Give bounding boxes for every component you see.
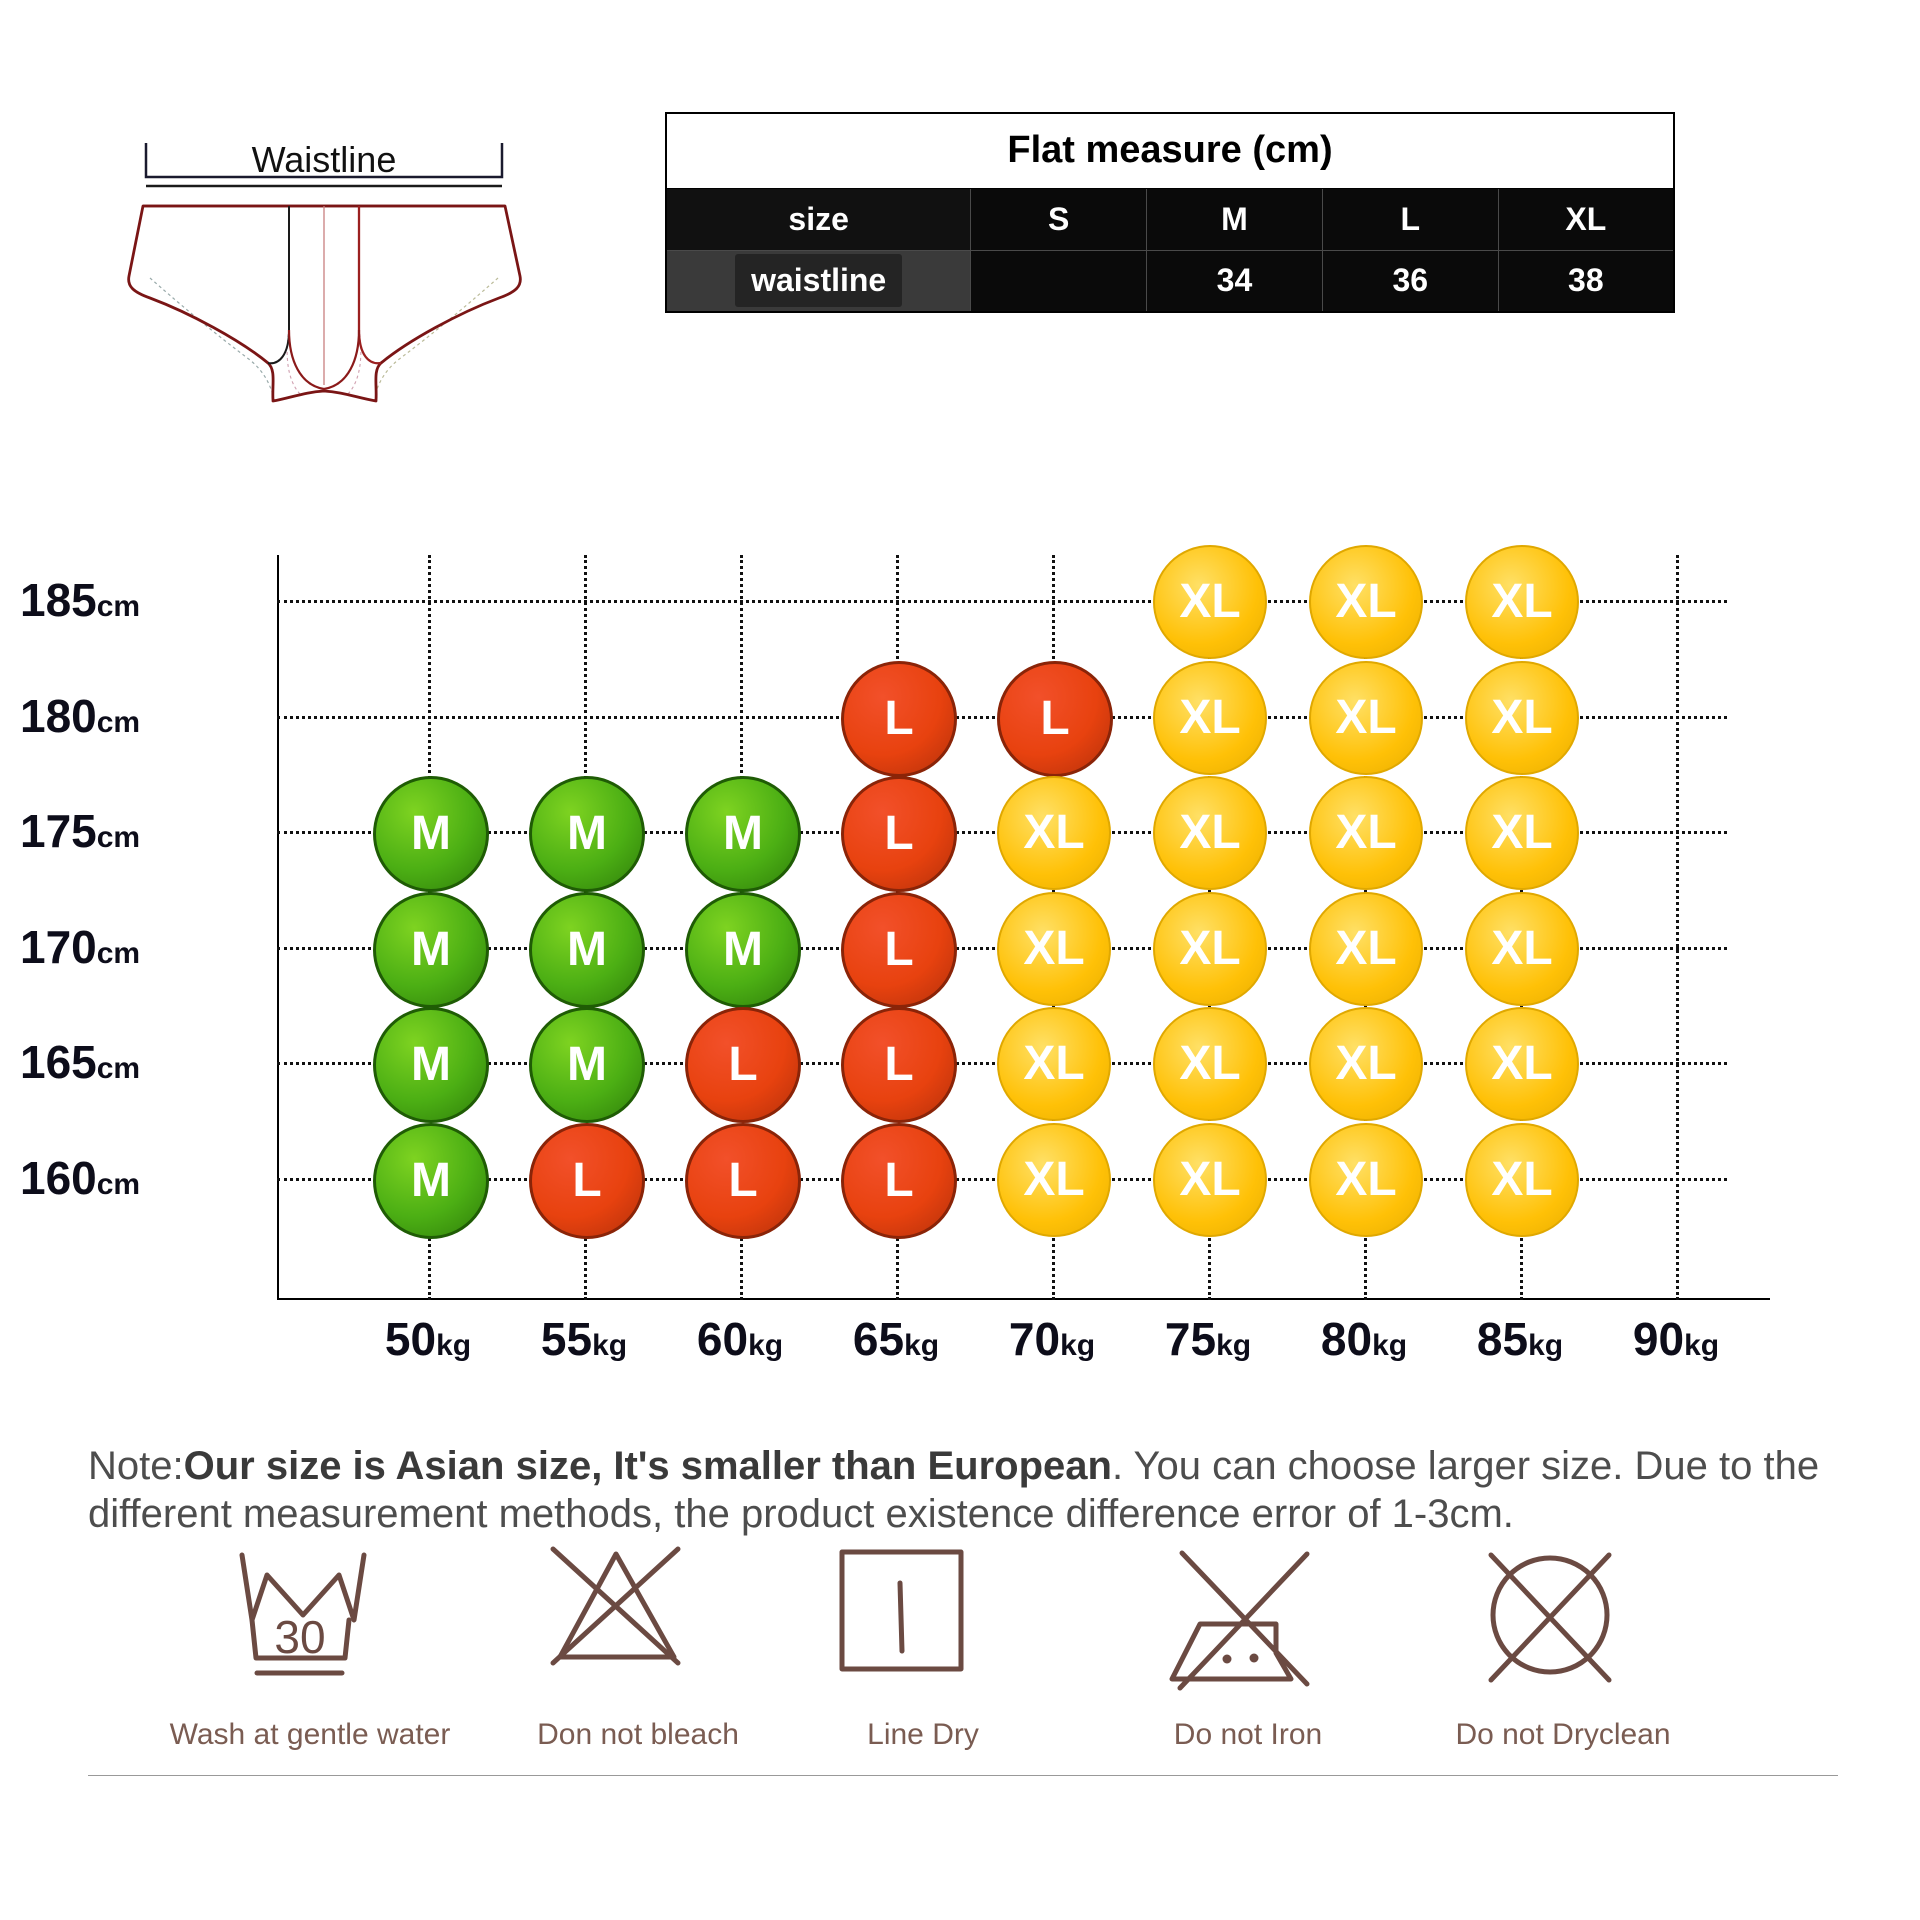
- svg-text:30: 30: [274, 1611, 325, 1663]
